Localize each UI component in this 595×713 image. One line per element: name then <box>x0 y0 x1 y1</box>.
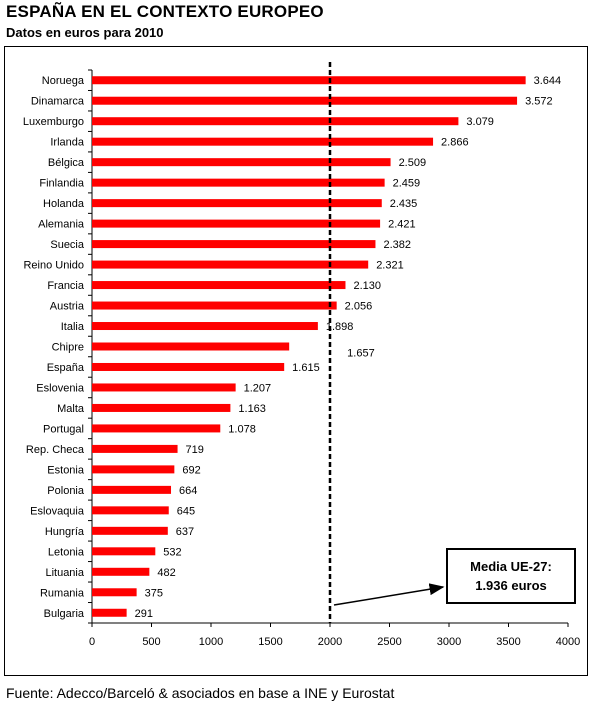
category-label: Dinamarca <box>31 96 85 108</box>
bar-13 <box>92 342 290 351</box>
bar-9 <box>92 260 369 269</box>
x-tick-label: 500 <box>142 636 160 648</box>
chart-frame <box>4 46 588 676</box>
value-label: 291 <box>135 608 153 620</box>
value-label: 1.615 <box>292 362 320 374</box>
bar-4 <box>92 158 391 167</box>
bar-12 <box>92 322 318 331</box>
category-label: Bélgica <box>48 157 85 169</box>
value-label: 1.657 <box>347 348 375 360</box>
eu-average-value: 1.936 euros <box>475 578 547 593</box>
value-label: 1.898 <box>326 321 354 333</box>
category-label: Eslovenia <box>36 382 85 394</box>
bar-2 <box>92 117 459 126</box>
category-label: Letonia <box>48 546 85 558</box>
bar-11 <box>92 301 337 310</box>
chart-title: ESPAÑA EN EL CONTEXTO EUROPEO <box>6 2 324 21</box>
value-label: 664 <box>179 485 197 497</box>
bar-26 <box>92 608 127 617</box>
bar-23 <box>92 547 156 556</box>
category-label: Reino Unido <box>23 260 84 272</box>
category-label: Lituania <box>45 567 84 579</box>
callout-arrow <box>333 583 445 606</box>
category-label: Alemania <box>38 219 85 231</box>
x-tick-label: 4000 <box>556 636 580 648</box>
bar-19 <box>92 465 175 474</box>
value-label: 2.056 <box>345 301 373 313</box>
bar-17 <box>92 424 221 433</box>
category-label: Italia <box>61 321 85 333</box>
category-label: Hungría <box>45 526 85 538</box>
x-tick-label: 2000 <box>318 636 342 648</box>
bar-3 <box>92 137 434 146</box>
bar-7 <box>92 219 381 228</box>
category-label: Portugal <box>43 423 84 435</box>
bar-6 <box>92 199 382 208</box>
value-label: 482 <box>157 567 175 579</box>
x-tick-label: 1500 <box>258 636 282 648</box>
bar-16 <box>92 403 231 412</box>
bar-20 <box>92 485 172 494</box>
value-label: 2.866 <box>441 137 469 149</box>
value-label: 2.421 <box>388 219 416 231</box>
category-label: Luxemburgo <box>23 116 84 128</box>
category-label: Chipre <box>52 342 84 354</box>
x-tick-label: 0 <box>89 636 95 648</box>
value-label: 1.078 <box>228 423 256 435</box>
category-label: Noruega <box>42 75 85 87</box>
bar-0 <box>92 76 526 85</box>
x-tick-label: 3500 <box>496 636 520 648</box>
value-label: 1.163 <box>238 403 266 415</box>
bar-8 <box>92 240 376 249</box>
value-label: 2.130 <box>353 280 381 292</box>
category-label: Eslovaquia <box>30 505 85 517</box>
bar-1 <box>92 96 518 105</box>
category-label: Finlandia <box>39 178 85 190</box>
category-label: Rumania <box>40 587 85 599</box>
value-label: 375 <box>145 587 163 599</box>
category-label: Polonia <box>47 485 85 497</box>
category-label: Francia <box>47 280 85 292</box>
bar-24 <box>92 567 150 576</box>
value-label: 2.435 <box>390 198 418 210</box>
value-label: 2.321 <box>376 260 404 272</box>
value-label: 637 <box>176 526 194 538</box>
bar-14 <box>92 362 285 371</box>
category-label: Malta <box>57 403 85 415</box>
value-label: 719 <box>186 444 204 456</box>
bar-15 <box>92 383 236 392</box>
category-label: Irlanda <box>50 137 85 149</box>
bar-25 <box>92 588 137 597</box>
bar-21 <box>92 506 169 515</box>
category-label: España <box>47 362 85 374</box>
value-label: 2.382 <box>383 239 411 251</box>
value-label: 3.572 <box>525 96 553 108</box>
chart-subtitle: Datos en euros para 2010 <box>6 25 164 40</box>
x-tick-label: 2500 <box>377 636 401 648</box>
value-label: 645 <box>177 505 195 517</box>
value-label: 3.079 <box>466 116 494 128</box>
category-label: Bulgaria <box>44 608 85 620</box>
category-label: Rep. Checa <box>26 444 85 456</box>
value-label: 532 <box>163 546 181 558</box>
value-label: 3.644 <box>534 75 562 87</box>
eu-average-callout: Media UE-27: 1.936 euros <box>446 548 576 604</box>
x-tick-label: 1000 <box>199 636 223 648</box>
eu-average-label: Media UE-27: <box>470 559 552 574</box>
source-note: Fuente: Adecco/Barceló & asociados en ba… <box>6 685 395 701</box>
bar-5 <box>92 178 385 187</box>
bar-18 <box>92 444 178 453</box>
category-label: Suecia <box>50 239 85 251</box>
value-label: 2.509 <box>399 157 427 169</box>
value-label: 692 <box>182 464 200 476</box>
value-label: 1.207 <box>244 382 272 394</box>
category-label: Austria <box>50 301 85 313</box>
bar-22 <box>92 526 168 535</box>
category-label: Holanda <box>43 198 85 210</box>
x-tick-label: 3000 <box>437 636 461 648</box>
value-label: 2.459 <box>393 178 421 190</box>
bar-10 <box>92 281 346 290</box>
category-label: Estonia <box>47 464 85 476</box>
